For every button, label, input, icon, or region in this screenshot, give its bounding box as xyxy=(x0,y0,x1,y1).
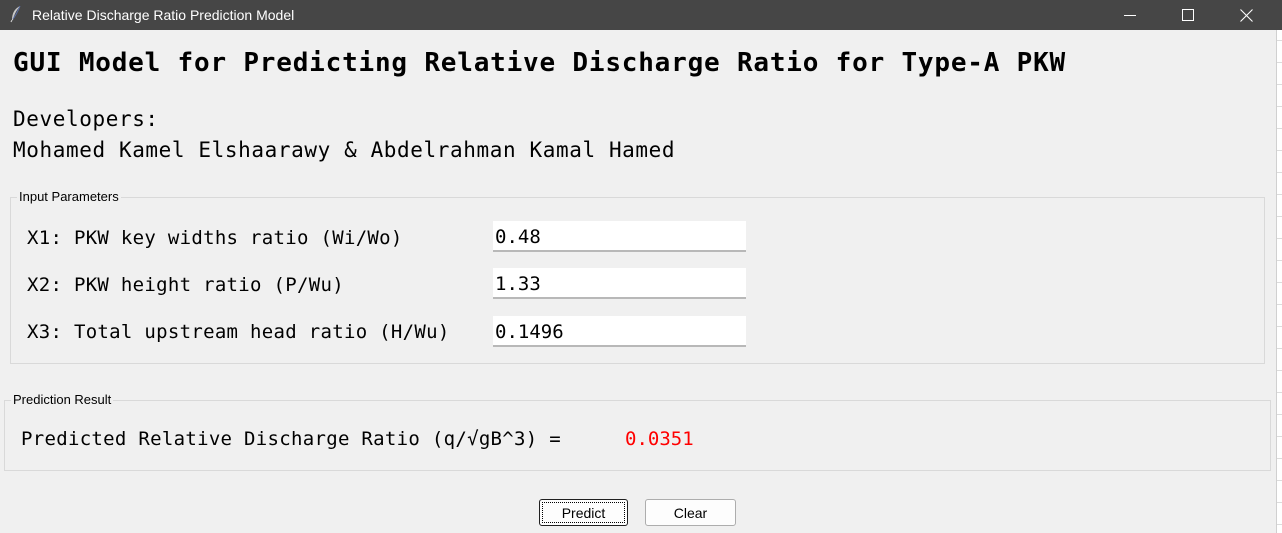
x1-label: X1: PKW key widths ratio (Wi/Wo) xyxy=(27,227,403,249)
predict-button-label: Predict xyxy=(561,504,606,521)
x2-label: X2: PKW height ratio (P/Wu) xyxy=(27,274,344,296)
prediction-result-legend: Prediction Result xyxy=(11,392,114,407)
close-icon xyxy=(1239,8,1253,22)
clear-button-label: Clear xyxy=(673,504,708,521)
x1-input[interactable] xyxy=(493,221,746,252)
input-parameters-legend: Input Parameters xyxy=(17,189,121,204)
window-title: Relative Discharge Ratio Prediction Mode… xyxy=(32,7,295,23)
x3-label: X3: Total upstream head ratio (H/Wu) xyxy=(27,321,450,343)
x2-input[interactable] xyxy=(493,268,746,299)
minimize-button[interactable] xyxy=(1101,0,1159,30)
x3-input[interactable] xyxy=(493,316,746,347)
title-bar: Relative Discharge Ratio Prediction Mode… xyxy=(0,0,1282,30)
page-title: GUI Model for Predicting Relative Discha… xyxy=(13,48,1067,78)
predict-button[interactable]: Predict xyxy=(539,499,628,526)
maximize-icon xyxy=(1182,9,1194,21)
clear-button[interactable]: Clear xyxy=(645,499,736,526)
result-label: Predicted Relative Discharge Ratio (q/√g… xyxy=(21,428,561,450)
developers-label: Developers: xyxy=(13,107,159,131)
background-window-edge xyxy=(1276,30,1282,533)
developers-names: Mohamed Kamel Elshaarawy & Abdelrahman K… xyxy=(13,138,676,162)
minimize-icon xyxy=(1124,15,1136,16)
prediction-result-group xyxy=(4,400,1271,471)
feather-icon xyxy=(8,5,24,23)
close-button[interactable] xyxy=(1217,0,1275,30)
maximize-button[interactable] xyxy=(1159,0,1217,30)
input-parameters-group xyxy=(10,197,1265,364)
result-value: 0.0351 xyxy=(625,428,694,450)
